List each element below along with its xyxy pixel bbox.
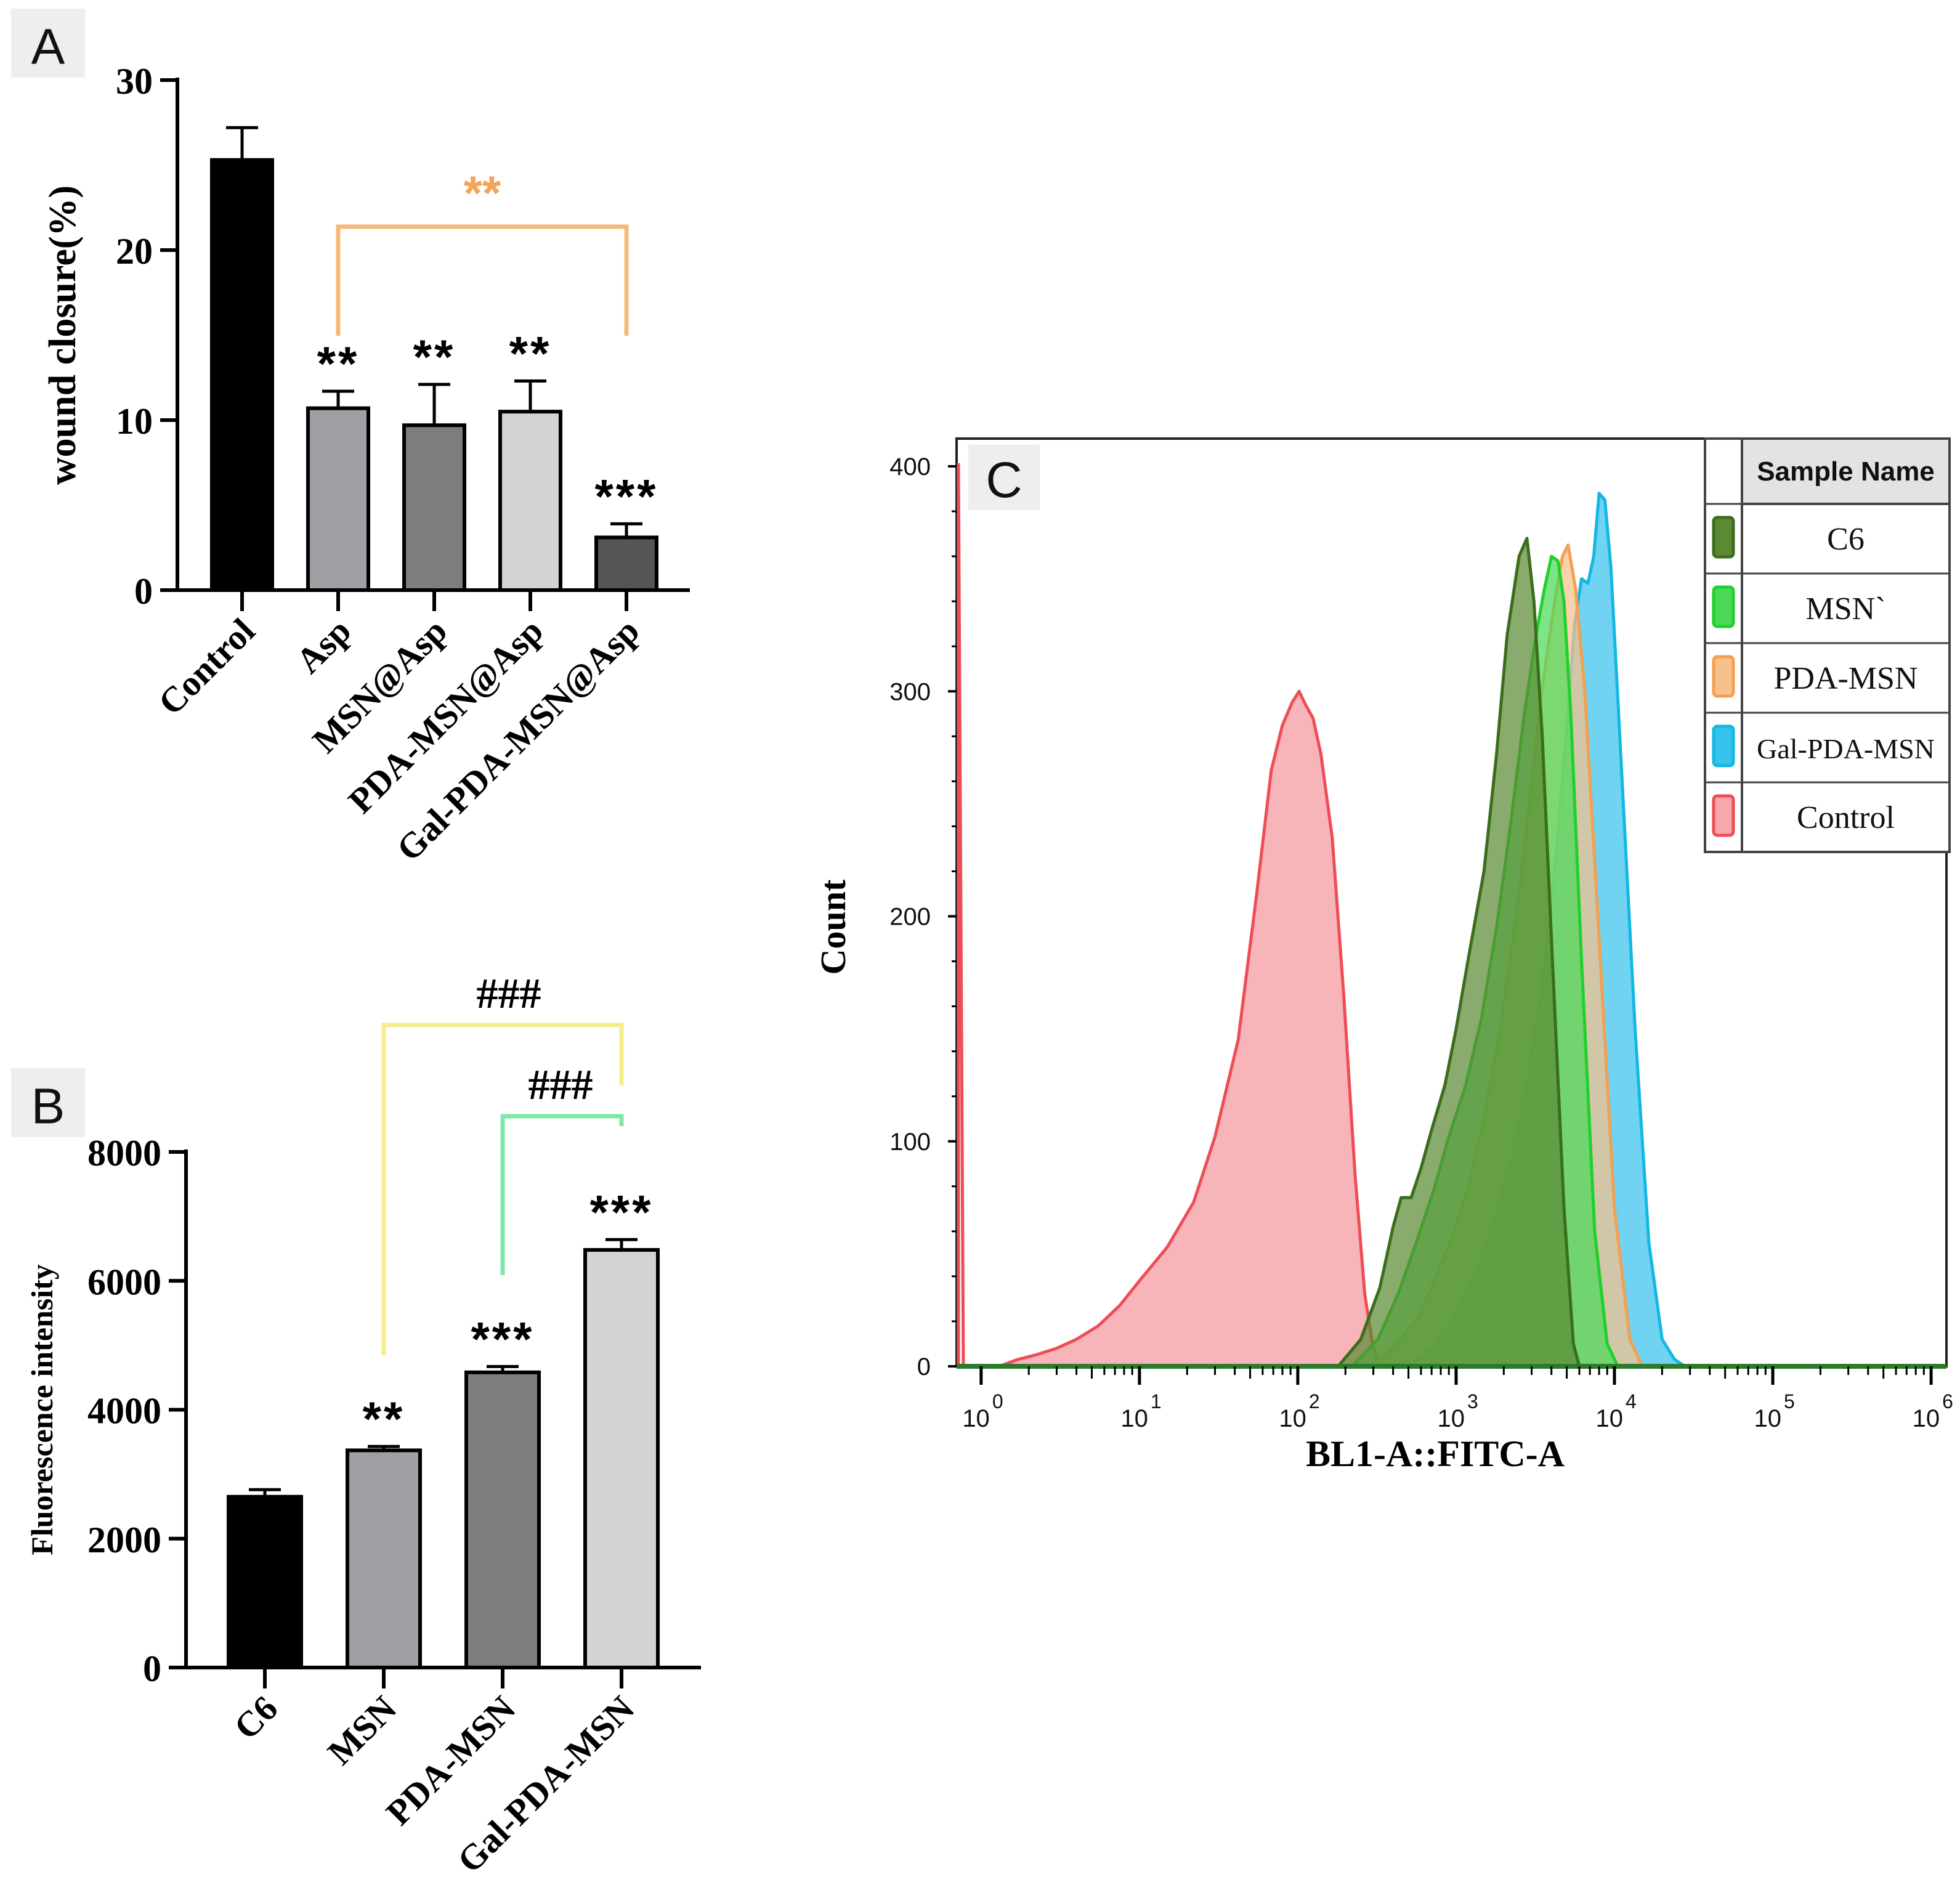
legend-label: Gal-PDA-MSN xyxy=(1757,733,1935,764)
x-tick-label-exponent: 2 xyxy=(1309,1390,1320,1413)
bar-PDA-MSN@Asp xyxy=(498,410,562,592)
panel-letter-box xyxy=(968,445,1040,510)
y-tick-label: 200 xyxy=(889,904,931,931)
significance-mark: ** xyxy=(413,330,456,384)
legend-label: PDA-MSN xyxy=(1773,661,1917,696)
x-tick-label-exponent: 5 xyxy=(1784,1390,1795,1413)
x-tick-label-exponent: 6 xyxy=(1942,1390,1953,1413)
panel-letter-box xyxy=(11,9,85,78)
y-tick-label: 100 xyxy=(889,1129,931,1156)
comparison-label: ** xyxy=(464,166,501,220)
significance-mark: *** xyxy=(471,1311,534,1366)
y-tick-label: 0 xyxy=(917,1353,931,1380)
significance-mark: ** xyxy=(363,1392,405,1446)
x-tick-label-base: 10 xyxy=(962,1405,990,1432)
comparison-label: ### xyxy=(528,1061,593,1109)
y-tick-label: 4000 xyxy=(87,1391,161,1432)
legend-swatch-Control xyxy=(1712,794,1735,837)
y-axis-label: Count xyxy=(813,879,853,975)
panel-letter: B xyxy=(31,1079,65,1135)
control-spike xyxy=(957,463,965,1367)
legend-title: Sample Name xyxy=(1757,456,1935,487)
y-tick-label: 300 xyxy=(889,678,931,705)
bar-Gal-PDA-MSN xyxy=(583,1248,660,1669)
bar-MSN xyxy=(346,1448,422,1670)
x-axis-label: BL1-A::FITC-A xyxy=(1306,1433,1565,1474)
bar-Gal-PDA-MSN@Asp xyxy=(594,535,658,592)
y-tick-label: 0 xyxy=(143,1648,161,1689)
x-tick-label-base: 10 xyxy=(1279,1405,1306,1432)
x-tick-label-base: 10 xyxy=(1437,1405,1465,1432)
y-tick-label: 20 xyxy=(116,231,153,272)
y-tick-label: 10 xyxy=(116,401,153,442)
legend-swatch-MSN` xyxy=(1712,585,1735,628)
bar-C6 xyxy=(227,1494,303,1669)
legend-label: Control xyxy=(1797,800,1895,835)
significance-mark: *** xyxy=(589,1185,653,1239)
panel-c: 0100200300400100101102103104105106BL1-A:… xyxy=(813,437,1953,1474)
panel-letter-box xyxy=(11,1068,85,1137)
x-tick-label-exponent: 1 xyxy=(1151,1390,1162,1413)
x-tick-label-exponent: 0 xyxy=(992,1390,1003,1413)
y-tick-label: 30 xyxy=(116,61,153,102)
legend-label: MSN` xyxy=(1805,591,1885,626)
bar-Asp xyxy=(306,406,370,592)
x-tick-label-base: 10 xyxy=(1754,1405,1782,1432)
y-axis-label: wound closure(%) xyxy=(42,185,84,485)
y-tick-label: 8000 xyxy=(87,1133,161,1173)
legend-swatch-PDA-MSN xyxy=(1712,655,1735,698)
significance-mark: ** xyxy=(317,336,360,391)
comparison-bracket xyxy=(381,1023,624,1355)
comparison-label: ### xyxy=(477,970,541,1018)
y-tick-label: 0 xyxy=(134,571,153,612)
y-axis-label: Fluorescence intensity xyxy=(25,1264,59,1555)
legend-label: C6 xyxy=(1827,522,1865,557)
y-tick-label: 400 xyxy=(889,453,931,480)
bar-PDA-MSN xyxy=(464,1370,541,1669)
bar-MSN@Asp xyxy=(402,423,466,593)
x-tick-label-base: 10 xyxy=(1120,1405,1148,1432)
legend-swatch-C6 xyxy=(1712,516,1735,559)
comparison-bracket xyxy=(336,224,629,336)
x-tick-label-exponent: 4 xyxy=(1626,1390,1637,1413)
bar-Control xyxy=(210,158,274,593)
y-tick-label: 2000 xyxy=(87,1520,161,1560)
y-tick-label: 6000 xyxy=(87,1262,161,1302)
panel-letter: C xyxy=(986,452,1022,508)
legend-swatch-Gal-PDA-MSN xyxy=(1712,724,1735,768)
panel-letter: A xyxy=(31,19,65,75)
comparison-bracket xyxy=(500,1114,624,1275)
x-tick-label-base: 10 xyxy=(1595,1405,1623,1432)
legend-header-cell xyxy=(1741,437,1951,505)
x-tick-label-exponent: 3 xyxy=(1467,1390,1478,1413)
histogram-Control xyxy=(997,689,1384,1368)
significance-mark: ** xyxy=(509,326,552,381)
x-tick-label-base: 10 xyxy=(1913,1405,1940,1432)
histogram-C6 xyxy=(1337,537,1581,1368)
significance-mark: *** xyxy=(594,469,658,523)
